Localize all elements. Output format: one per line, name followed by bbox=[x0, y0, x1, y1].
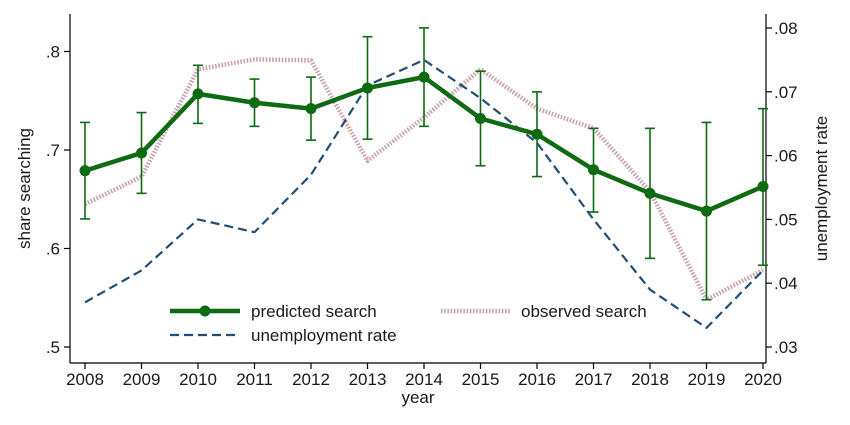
left-y-tick-label: .7 bbox=[46, 141, 60, 160]
data-point-predicted-search bbox=[79, 165, 91, 177]
x-axis-title: year bbox=[401, 388, 434, 407]
legend-label-predicted-search: predicted search bbox=[251, 302, 377, 321]
x-tick-label: 2015 bbox=[462, 370, 500, 389]
x-tick-label: 2014 bbox=[405, 370, 443, 389]
legend-label-unemployment-rate: unemployment rate bbox=[251, 326, 397, 345]
data-point-predicted-search bbox=[588, 164, 599, 176]
left-y-axis-title: share searching bbox=[15, 128, 34, 249]
data-point-predicted-search bbox=[249, 97, 260, 109]
data-point-predicted-search bbox=[136, 147, 147, 159]
x-tick-label: 2016 bbox=[518, 370, 556, 389]
legend-label-observed-search: observed search bbox=[521, 302, 647, 321]
legend: predicted search observed search unemploym… bbox=[170, 302, 647, 345]
data-point-predicted-search bbox=[644, 187, 656, 199]
data-point-predicted-search bbox=[362, 82, 373, 94]
x-tick-label: 2020 bbox=[744, 370, 782, 389]
right-y-tick-label: .06 bbox=[774, 147, 798, 166]
x-tick-label: 2008 bbox=[66, 370, 104, 389]
axes-layer: .5 .6 .7 .8 .03 .04 .05 .06 .07 .08 2008 2009 2010 20… bbox=[46, 14, 798, 389]
x-tick-label: 2010 bbox=[179, 370, 217, 389]
data-point-predicted-search bbox=[192, 88, 204, 100]
right-y-tick-label: .03 bbox=[774, 338, 798, 357]
data-point-predicted-search bbox=[475, 112, 486, 124]
right-y-tick-label: .04 bbox=[774, 274, 798, 293]
right-y-tick-label: .07 bbox=[774, 83, 798, 102]
data-point-predicted-search bbox=[531, 128, 543, 140]
right-y-tick-label: .08 bbox=[774, 19, 798, 38]
x-tick-label: 2011 bbox=[236, 370, 273, 389]
series-layer bbox=[79, 27, 769, 329]
series-line-unemployment-rate bbox=[84, 58, 764, 329]
data-point-predicted-search bbox=[701, 205, 712, 217]
data-point-predicted-search bbox=[757, 180, 769, 192]
right-y-tick-label: .05 bbox=[774, 210, 798, 229]
x-tick-label: 2017 bbox=[575, 370, 613, 389]
left-y-tick-label: .6 bbox=[46, 240, 60, 259]
x-tick-label: 2009 bbox=[123, 370, 161, 389]
left-y-tick-label: .5 bbox=[46, 338, 60, 357]
data-point-predicted-search bbox=[418, 71, 430, 83]
x-tick-label: 2018 bbox=[631, 370, 669, 389]
right-y-axis-title: unemployment rate bbox=[812, 116, 831, 262]
left-y-tick-label: .8 bbox=[46, 43, 60, 62]
x-tick-label: 2013 bbox=[349, 370, 387, 389]
x-tick-label: 2019 bbox=[688, 370, 726, 389]
legend-marker-predicted-search bbox=[199, 305, 211, 317]
x-tick-label: 2012 bbox=[292, 370, 330, 389]
data-point-predicted-search bbox=[305, 103, 317, 115]
